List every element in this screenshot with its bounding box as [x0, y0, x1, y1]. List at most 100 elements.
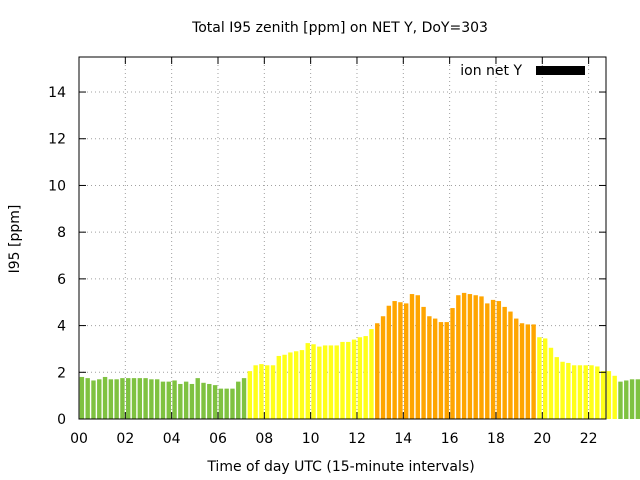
- bar: [531, 324, 536, 419]
- bar: [386, 305, 392, 419]
- bar: [461, 292, 467, 419]
- bar: [102, 376, 108, 419]
- x-tick-label: 12: [348, 431, 366, 447]
- bar: [189, 383, 195, 419]
- bar: [160, 381, 166, 419]
- x-tick-label: 10: [302, 431, 320, 447]
- bar: [560, 361, 565, 419]
- bar: [183, 381, 189, 419]
- bar: [514, 318, 519, 419]
- bar: [456, 295, 461, 419]
- bar: [635, 379, 640, 419]
- x-tick-label: 22: [580, 431, 598, 447]
- bar: [357, 337, 363, 419]
- x-tick-label: 00: [70, 431, 88, 447]
- x-tick-label: 06: [209, 431, 227, 447]
- bar: [97, 379, 102, 419]
- bars: [79, 292, 640, 419]
- bar: [224, 388, 229, 419]
- bar: [444, 322, 449, 419]
- bar: [91, 380, 96, 419]
- y-tick-label: 6: [57, 272, 66, 288]
- legend: ion net Y: [460, 63, 585, 79]
- x-tick-label: 04: [163, 431, 181, 447]
- x-tick-label: 02: [116, 431, 134, 447]
- bar: [577, 365, 583, 419]
- bar: [612, 375, 617, 419]
- bar: [554, 357, 559, 419]
- y-tick-label: 0: [57, 412, 66, 428]
- bar: [606, 371, 612, 419]
- bar: [195, 378, 200, 419]
- grid: [79, 57, 606, 419]
- bar: [537, 337, 542, 419]
- bar: [131, 378, 137, 419]
- bar: [629, 379, 635, 419]
- legend-swatch: [536, 66, 585, 75]
- bar: [114, 379, 119, 419]
- bar: [265, 365, 270, 419]
- bar: [490, 299, 496, 419]
- legend-label: ion net Y: [460, 63, 522, 79]
- bar: [380, 316, 386, 419]
- bar: [375, 323, 380, 419]
- bar: [172, 380, 177, 419]
- bar: [241, 378, 247, 419]
- bar: [432, 318, 438, 419]
- bar: [236, 381, 241, 419]
- bar: [322, 345, 328, 419]
- plot-border: [78, 56, 607, 420]
- bar: [548, 347, 554, 419]
- x-tick-label: 14: [394, 431, 412, 447]
- bar: [595, 366, 600, 419]
- bar: [467, 294, 473, 419]
- bar: [409, 294, 415, 419]
- bar: [346, 341, 351, 419]
- bar: [201, 382, 206, 419]
- bar: [571, 365, 577, 419]
- bar: [270, 365, 276, 419]
- x-tick-label: 16: [441, 431, 459, 447]
- bar: [415, 295, 420, 419]
- bar: [392, 301, 397, 419]
- bar: [438, 322, 444, 419]
- x-tick-label: 20: [533, 431, 551, 447]
- bar: [479, 296, 484, 419]
- bar: [600, 371, 606, 419]
- bar: [485, 303, 490, 419]
- y-tick-label: 4: [57, 319, 66, 335]
- bar: [502, 306, 507, 419]
- bar: [508, 311, 513, 419]
- y-axis-label: I95 [ppm]: [7, 205, 23, 274]
- y-tick-label: 2: [57, 365, 66, 381]
- bar: [450, 308, 455, 419]
- bar: [276, 355, 281, 419]
- bar: [369, 329, 374, 419]
- y-tick-label: 14: [48, 85, 66, 101]
- bar: [398, 302, 403, 419]
- bar: [293, 351, 299, 419]
- bar: [317, 346, 322, 419]
- bar: [299, 350, 305, 419]
- bar: [247, 371, 253, 419]
- bar: [79, 376, 85, 419]
- bar: [473, 295, 478, 419]
- bar: [305, 343, 310, 419]
- bar: [519, 323, 525, 419]
- bar: [166, 381, 171, 419]
- bar: [212, 385, 218, 419]
- bar: [282, 354, 287, 419]
- bar: [120, 378, 125, 419]
- bar: [583, 365, 588, 419]
- bar: [618, 381, 623, 419]
- bar: [496, 301, 502, 419]
- chart-title: Total I95 zenith [ppm] on NET Y, DoY=303: [191, 20, 488, 36]
- y-tick-label: 8: [57, 225, 66, 241]
- bar: [178, 383, 183, 419]
- bar: [566, 362, 571, 419]
- bar: [404, 303, 409, 419]
- bar: [218, 388, 224, 419]
- bar: [126, 378, 131, 419]
